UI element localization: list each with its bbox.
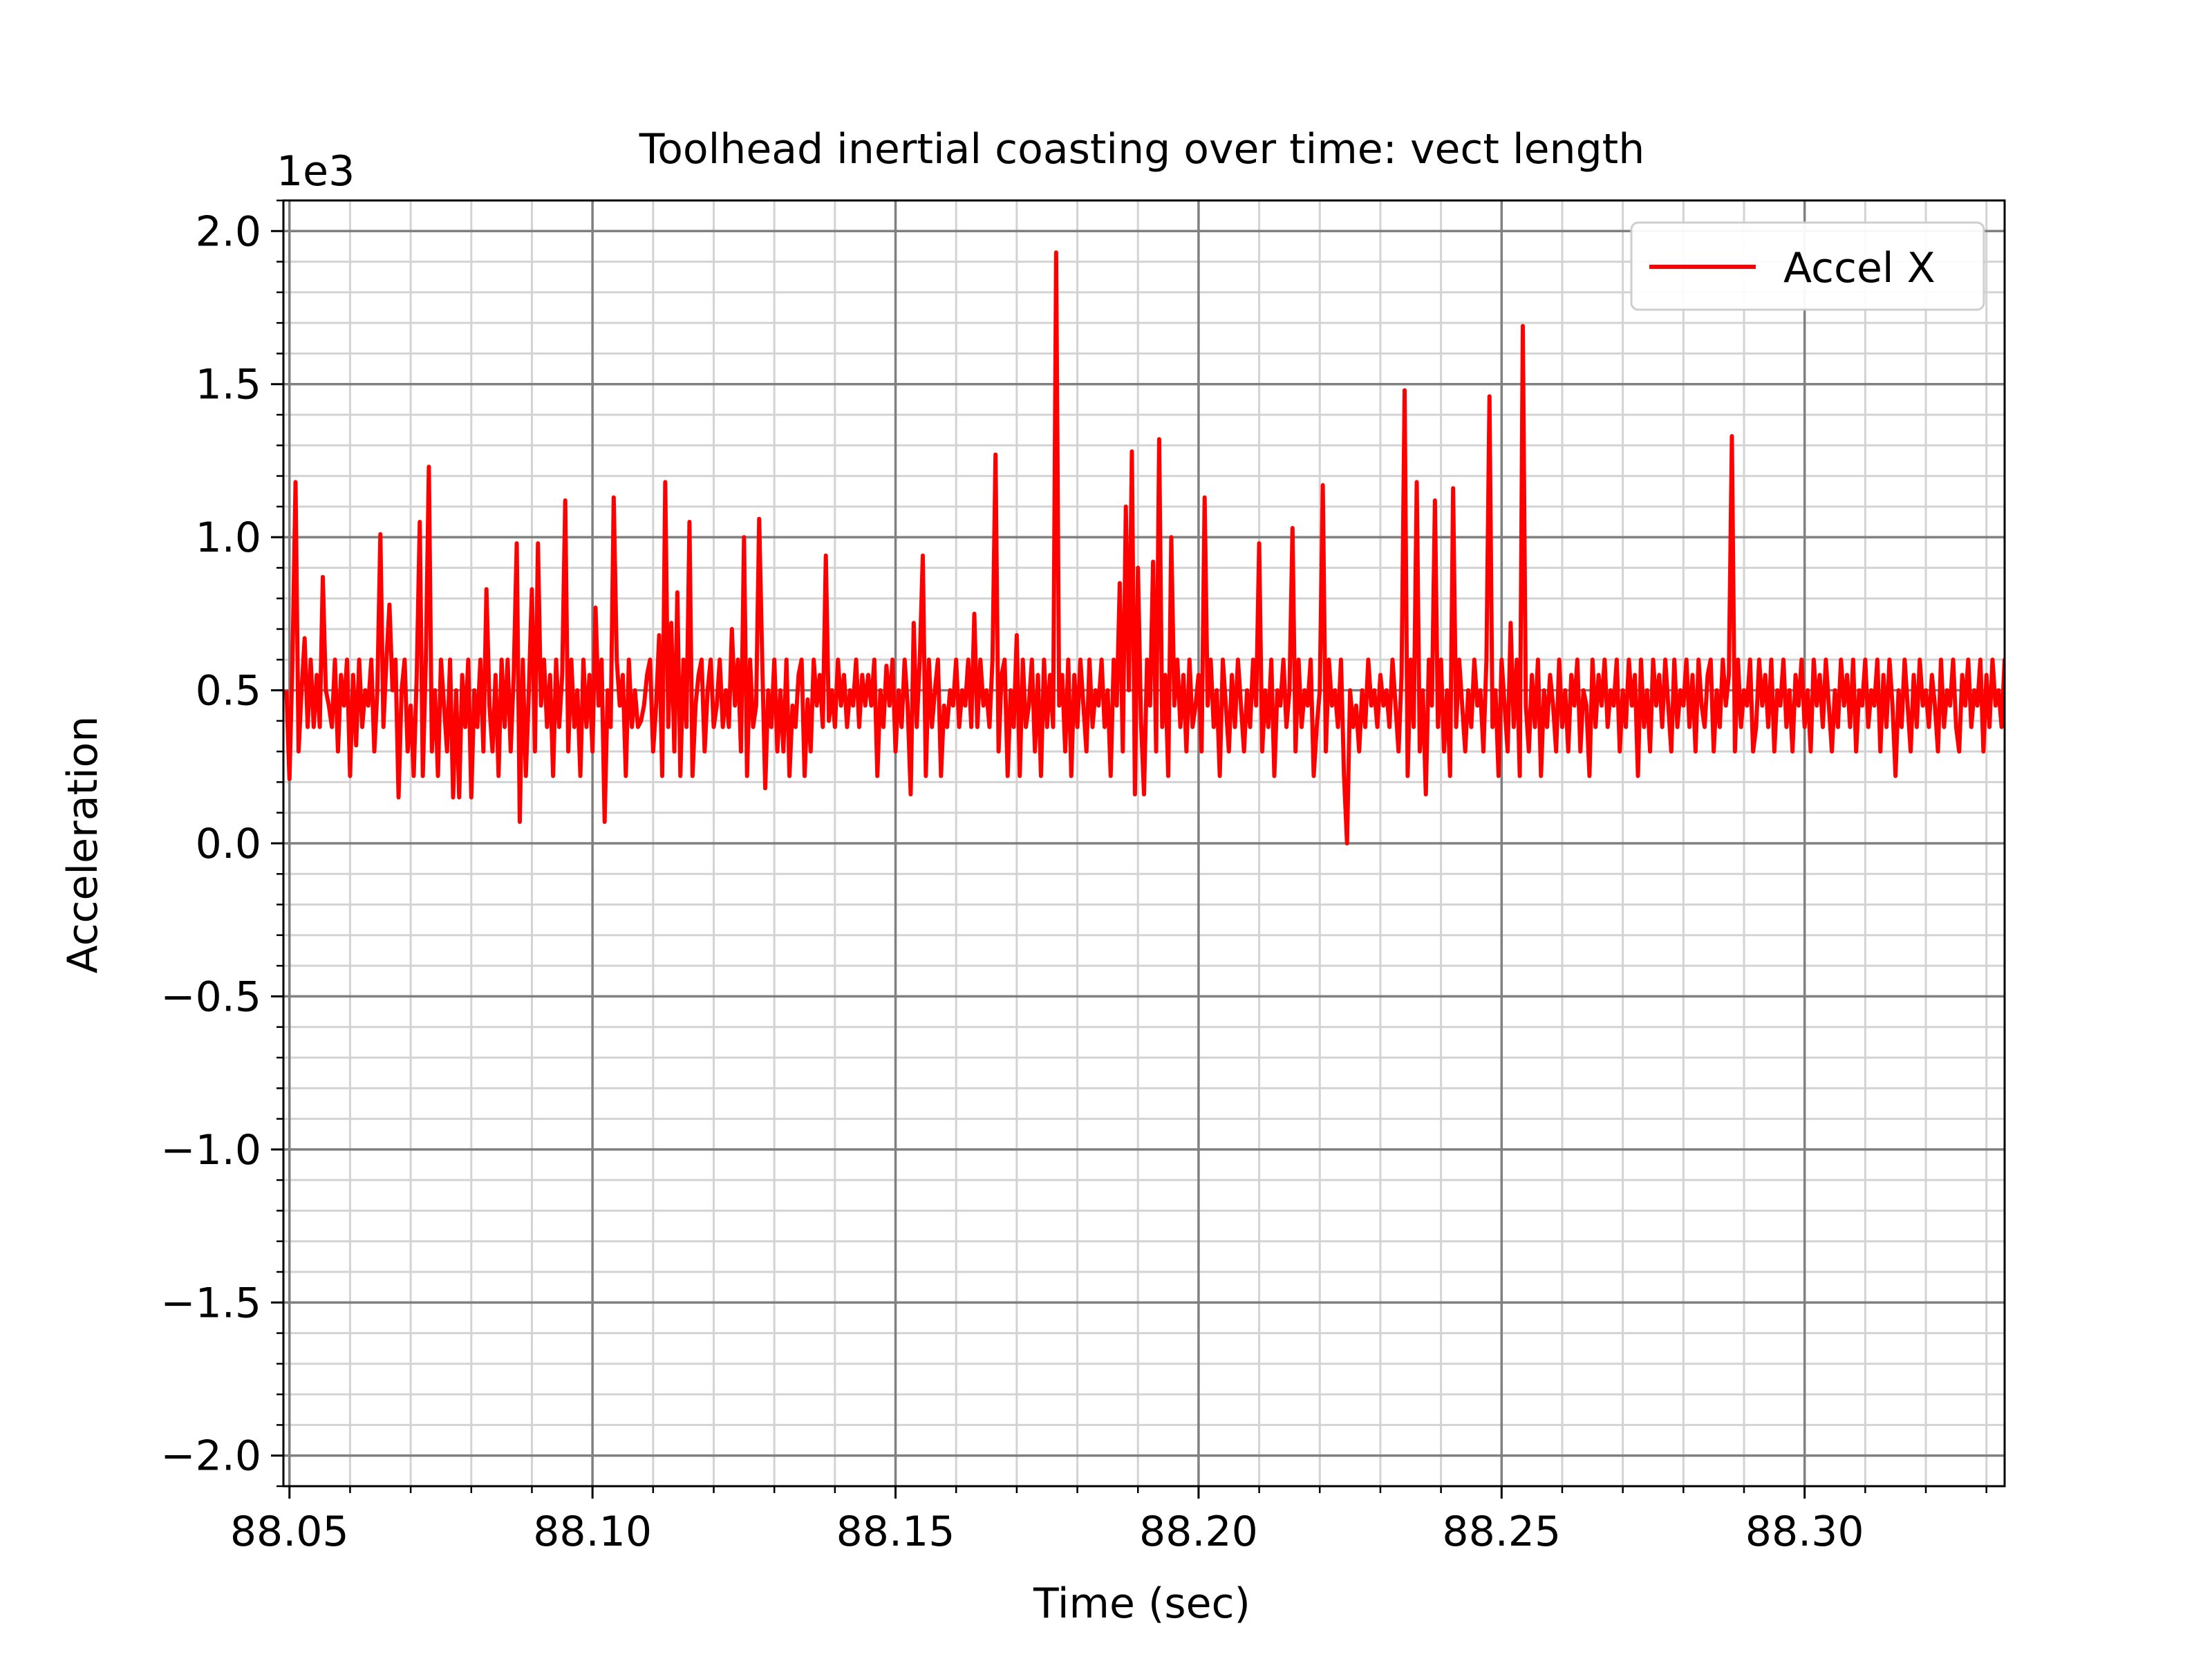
y-tick-label: −1.0	[160, 1126, 261, 1174]
y-tick-label: −1.5	[160, 1279, 261, 1327]
x-tick-label: 88.30	[1745, 1508, 1864, 1556]
x-tick-label: 88.20	[1139, 1508, 1258, 1556]
y-axis-label: Acceleration	[59, 716, 107, 974]
y-axis-multiplier: 1e3	[276, 147, 355, 196]
x-tick-label: 88.15	[836, 1508, 955, 1556]
y-tick-label: 1.5	[196, 361, 261, 409]
y-tick-label: −2.0	[160, 1432, 261, 1481]
legend-box	[1630, 221, 1985, 311]
series-line-accel-x	[284, 250, 2005, 845]
x-axis-label: Time (sec)	[1033, 1580, 1250, 1628]
chart-title: Toolhead inertial coasting over time: ve…	[639, 125, 1644, 174]
y-tick-label: −0.5	[160, 973, 261, 1021]
series-layer	[284, 250, 2005, 845]
x-tick-label: 88.05	[230, 1508, 349, 1556]
legend: Accel X	[1630, 221, 1985, 311]
legend-label-accel-x: Accel X	[1783, 244, 1936, 292]
ticks-layer	[271, 199, 1987, 1499]
y-tick-label: 0.0	[196, 820, 261, 868]
x-tick-label: 88.10	[533, 1508, 652, 1556]
major-grid	[283, 200, 2005, 1486]
y-tick-label: 1.0	[196, 514, 261, 562]
y-tick-label: 2.0	[196, 207, 261, 256]
tick-labels: 88.05 88.10 88.15 88.20 88.25 88.30 −2.0 −1.5 −1…	[160, 207, 1864, 1556]
x-tick-label: 88.25	[1442, 1508, 1561, 1556]
y-tick-label: 0.5	[196, 667, 261, 715]
